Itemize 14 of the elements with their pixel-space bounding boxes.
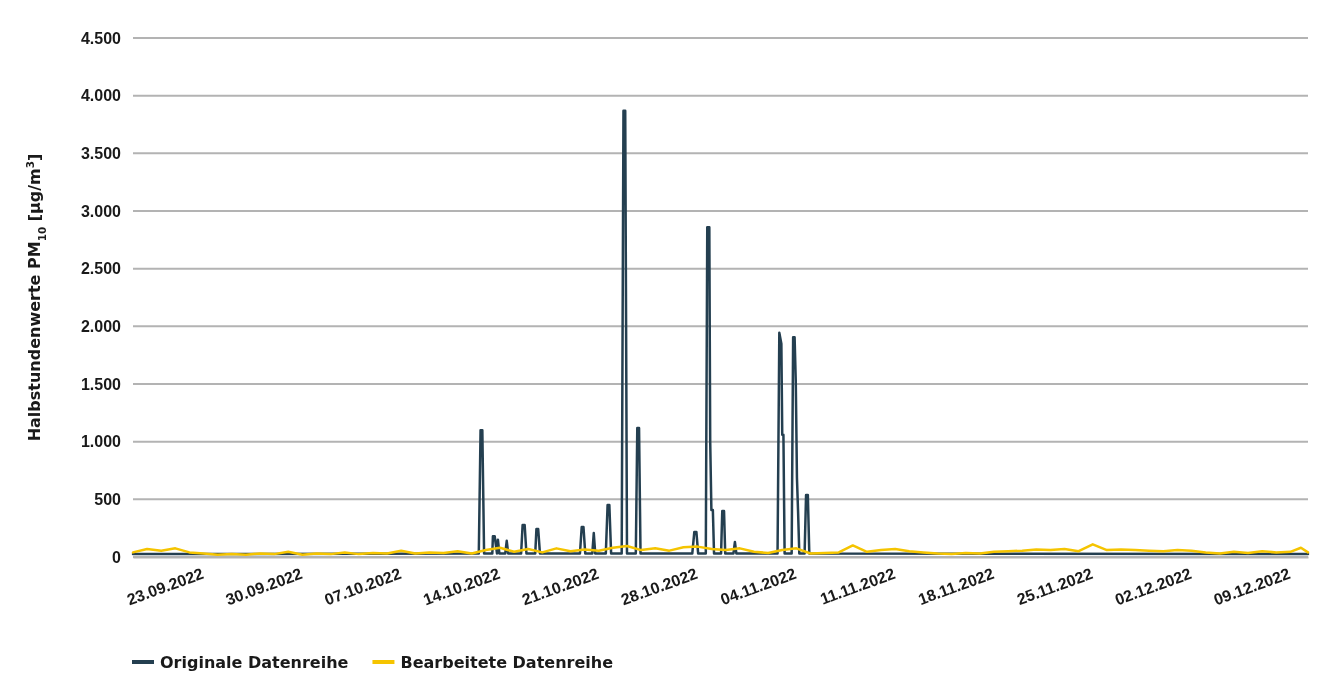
y-tick-label: 3.000 — [80, 202, 122, 220]
y-tick-label: 4.000 — [80, 87, 122, 105]
y-tick-label: 3.500 — [80, 144, 122, 162]
y-tick-label: 2.500 — [80, 260, 122, 278]
y-tick-label: 0 — [112, 548, 122, 566]
line-series — [131, 109, 1310, 556]
legend-label: Bearbeitete Datenreihe — [400, 653, 614, 672]
y-tick-label: 2.000 — [80, 317, 122, 335]
y-tick-label: 500 — [94, 490, 122, 508]
y-tick-label: 4.500 — [80, 29, 122, 47]
legend-label: Originale Datenreihe — [160, 653, 349, 672]
y-tick-label: 1.000 — [80, 433, 122, 451]
y-tick-label: 1.500 — [80, 375, 122, 393]
line-series — [131, 543, 1310, 556]
